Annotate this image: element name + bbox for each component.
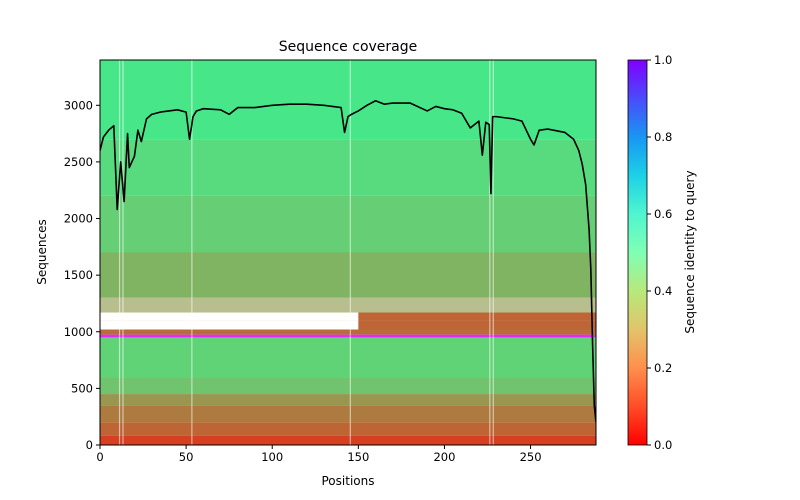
- identity-band-1: [100, 422, 596, 436]
- x-tick-label-100: 100: [261, 450, 283, 464]
- coverage-heatmap: [100, 60, 596, 445]
- identity-band-9: [358, 312, 596, 321]
- x-tick-label-0: 0: [96, 450, 103, 464]
- identity-band-7: [100, 329, 596, 335]
- y-tick-label-500: 500: [71, 381, 93, 395]
- identity-band-6: [100, 334, 596, 338]
- x-tick-label-150: 150: [347, 450, 369, 464]
- identity-band-14: [100, 60, 596, 140]
- gap-block-light: [100, 297, 596, 313]
- colorbar-tick-label-1: 0.2: [654, 361, 672, 375]
- gap-column-4: [489, 60, 491, 445]
- x-tick-label-50: 50: [179, 450, 194, 464]
- y-tick-label-0: 0: [86, 438, 93, 452]
- colorbar-tick-label-2: 0.4: [654, 284, 672, 298]
- identity-band-3: [100, 394, 596, 406]
- colorbar-tick-label-5: 1.0: [654, 53, 672, 67]
- y-tick-label-1000: 1000: [64, 325, 93, 339]
- colorbar-label: Sequence identity to query: [683, 170, 697, 333]
- y-axis-label: Sequences: [35, 219, 49, 284]
- gap-column-3: [349, 60, 351, 445]
- identity-band-2: [100, 405, 596, 423]
- chart-title: Sequence coverage: [279, 39, 418, 55]
- x-axis-label: Positions: [322, 474, 375, 488]
- identity-band-12: [100, 195, 596, 253]
- colorbar-axis: 0.0 0.2 0.4 0.6 0.8 1.0: [647, 53, 672, 452]
- colorbar-tick-label-3: 0.6: [654, 207, 672, 221]
- x-tick-label-200: 200: [433, 450, 455, 464]
- identity-band-10: [100, 297, 596, 313]
- y-tick-label-2500: 2500: [64, 155, 93, 169]
- identity-band-11: [100, 252, 596, 298]
- gap-column-0: [118, 60, 121, 445]
- y-tick-label-3000: 3000: [64, 98, 93, 112]
- gap-column-2: [191, 60, 193, 445]
- identity-band-0: [100, 435, 596, 445]
- coverage-line: [100, 99, 596, 423]
- gap-block: [100, 320, 359, 330]
- colorbar-tick-label-4: 0.8: [654, 130, 672, 144]
- plot-frame: [99, 59, 597, 446]
- y-axis: 0 500 1000 1500 2000 2500 3000: [64, 98, 100, 452]
- gap-columns: [100, 60, 596, 445]
- y-tick-label-1500: 1500: [64, 268, 93, 282]
- colorbar: [627, 59, 648, 446]
- x-axis: 0 50 100 150 200 250: [96, 445, 542, 464]
- gap-column-1: [122, 60, 124, 445]
- identity-band-13: [100, 139, 596, 196]
- identity-band-5: [100, 337, 596, 378]
- gap-column-5: [492, 60, 494, 445]
- identity-band-4: [100, 377, 596, 395]
- x-tick-label-250: 250: [520, 450, 542, 464]
- y-tick-label-2000: 2000: [64, 212, 93, 226]
- colorbar-tick-label-0: 0.0: [654, 438, 672, 452]
